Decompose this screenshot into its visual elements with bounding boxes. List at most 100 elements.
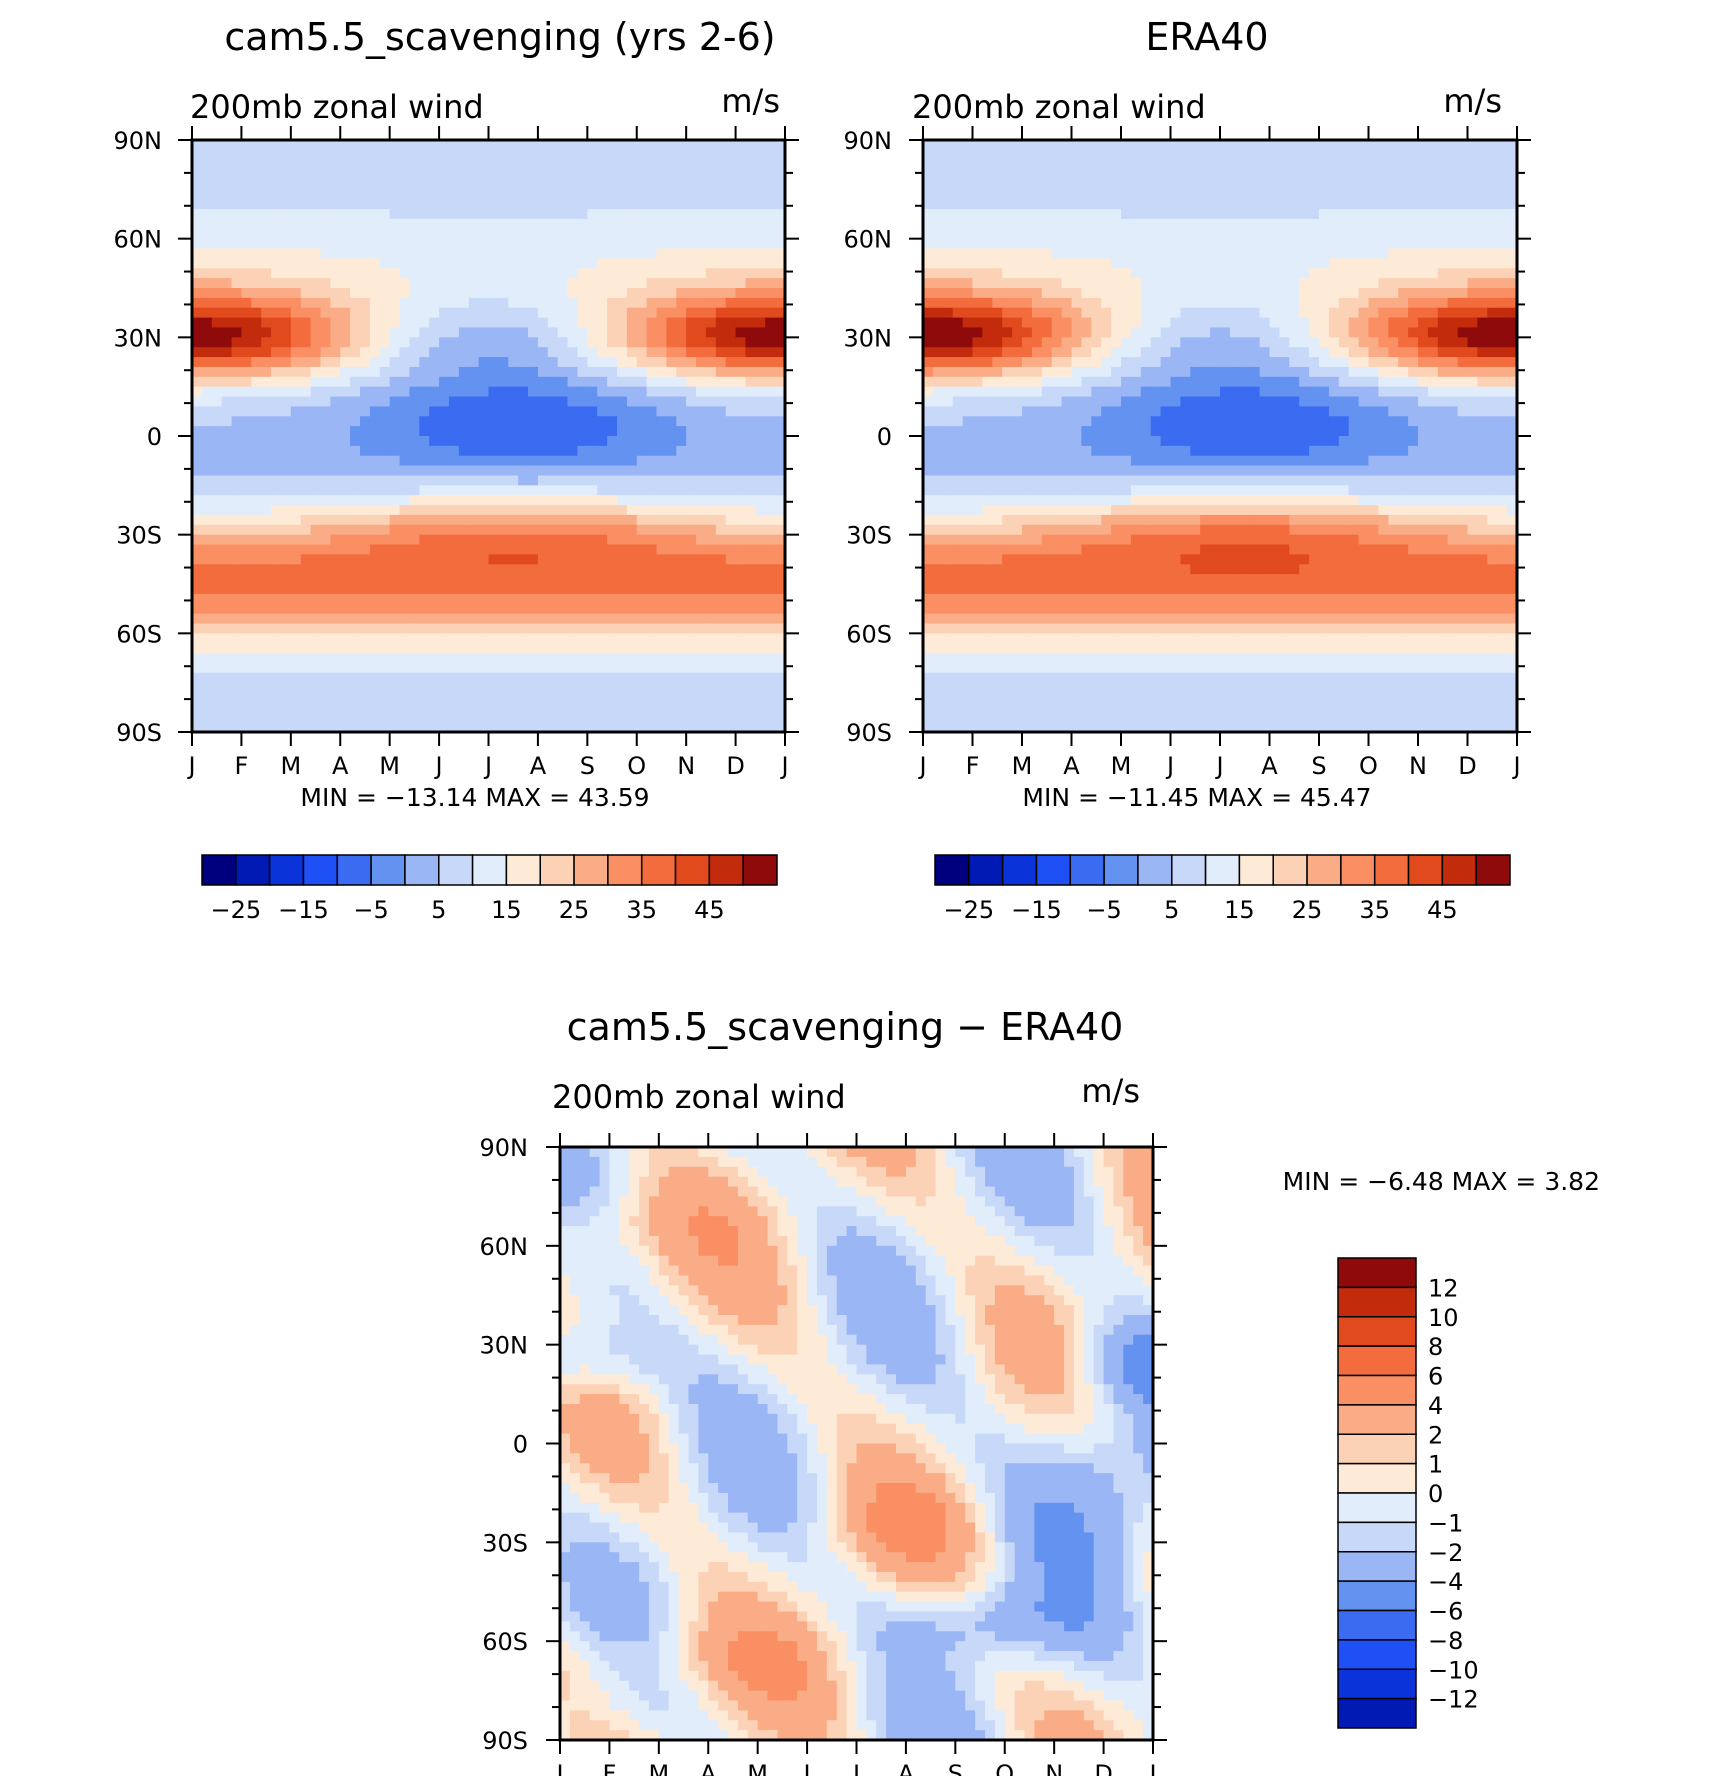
contour-cell: [726, 584, 736, 594]
contour-cell: [1121, 229, 1132, 239]
contour-cell: [577, 584, 587, 594]
contour-cell: [627, 229, 637, 239]
contour-cell: [291, 249, 301, 259]
contour-cell: [350, 416, 360, 426]
figure: cam5.5_scavenging (yrs 2-6) 200mb zonal …: [0, 0, 1710, 1776]
contour-cell: [696, 327, 706, 337]
contour-cell: [765, 209, 775, 219]
contour-cell: [360, 268, 370, 278]
contour-cell: [1022, 140, 1033, 150]
contour-cell: [281, 219, 291, 229]
contour-cell: [607, 614, 617, 624]
contour-cell: [726, 693, 736, 703]
contour-cell: [360, 229, 370, 239]
contour-cell: [943, 337, 954, 347]
contour-cell: [1497, 298, 1508, 308]
contour-cell: [617, 406, 627, 416]
contour-cell: [745, 574, 755, 584]
contour-cell: [558, 209, 568, 219]
contour-cell: [498, 545, 508, 555]
contour-cell: [558, 327, 568, 337]
contour-cell: [459, 406, 469, 416]
contour-cell: [657, 446, 667, 456]
contour-cell: [617, 258, 627, 268]
contour-cell: [1497, 199, 1508, 209]
contour-cell: [1250, 239, 1261, 249]
contour-cell: [489, 693, 499, 703]
contour-cell: [558, 712, 568, 722]
contour-cell: [745, 219, 755, 229]
contour-cell: [528, 515, 538, 525]
contour-cell: [765, 446, 775, 456]
contour-cell: [429, 170, 439, 180]
contour-cell: [192, 663, 202, 673]
contour-cell: [489, 702, 499, 712]
contour-cell: [380, 347, 390, 357]
contour-cell: [360, 495, 370, 505]
contour-cell: [1339, 318, 1350, 328]
contour-cell: [320, 298, 330, 308]
contour-cell: [301, 663, 311, 673]
contour-cell: [577, 673, 587, 683]
contour-cell: [1448, 288, 1459, 298]
contour-cell: [1319, 150, 1330, 160]
contour-cell: [1388, 249, 1399, 259]
contour-cell: [607, 288, 617, 298]
contour-cell: [1458, 258, 1469, 268]
contour-cell: [696, 268, 706, 278]
contour-cell: [419, 584, 429, 594]
contour-cell: [726, 170, 736, 180]
contour-cell: [617, 495, 627, 505]
contour-cell: [597, 505, 607, 515]
contour-cell: [745, 179, 755, 189]
contour-cell: [1101, 209, 1112, 219]
contour-cell: [449, 288, 459, 298]
contour-cell: [1200, 318, 1211, 328]
contour-cell: [706, 554, 716, 564]
contour-cell: [340, 219, 350, 229]
contour-cell: [409, 426, 419, 436]
contour-cell: [380, 397, 390, 407]
contour-cell: [538, 426, 548, 436]
contour-cell: [212, 199, 222, 209]
contour-cell: [1190, 199, 1201, 209]
contour-cell: [469, 150, 479, 160]
contour-cell: [222, 673, 232, 683]
contour-cell: [597, 160, 607, 170]
contour-cell: [459, 150, 469, 160]
contour-cell: [577, 466, 587, 476]
contour-cell: [607, 693, 617, 703]
contour-cell: [538, 574, 548, 584]
contour-cell: [360, 179, 370, 189]
contour-cell: [617, 594, 627, 604]
contour-cell: [479, 170, 489, 180]
contour-cell: [202, 288, 212, 298]
contour-cell: [597, 673, 607, 683]
contour-cell: [696, 150, 706, 160]
contour-cell: [577, 268, 587, 278]
contour-cell: [1349, 288, 1360, 298]
contour-cell: [498, 387, 508, 397]
contour-cell: [192, 515, 202, 525]
contour-cell: [637, 229, 647, 239]
contour-cell: [1240, 327, 1251, 337]
contour-cell: [716, 347, 726, 357]
contour-cell: [992, 308, 1003, 318]
contour-cell: [568, 466, 578, 476]
contour-cell: [568, 653, 578, 663]
contour-cell: [617, 643, 627, 653]
colorbar-box: [236, 855, 270, 885]
contour-cell: [1200, 327, 1211, 337]
panel-model-colorbar: −25 −15 −5 5 15 25 35 45: [202, 855, 777, 924]
contour-cell: [498, 179, 508, 189]
contour-cell: [568, 219, 578, 229]
contour-cell: [696, 436, 706, 446]
contour-cell: [1230, 268, 1241, 278]
contour-cell: [459, 249, 469, 259]
contour-cell: [459, 258, 469, 268]
contour-cell: [508, 140, 518, 150]
contour-cell: [627, 219, 637, 229]
contour-cell: [400, 387, 410, 397]
contour-cell: [350, 574, 360, 584]
contour-cell: [232, 554, 242, 564]
